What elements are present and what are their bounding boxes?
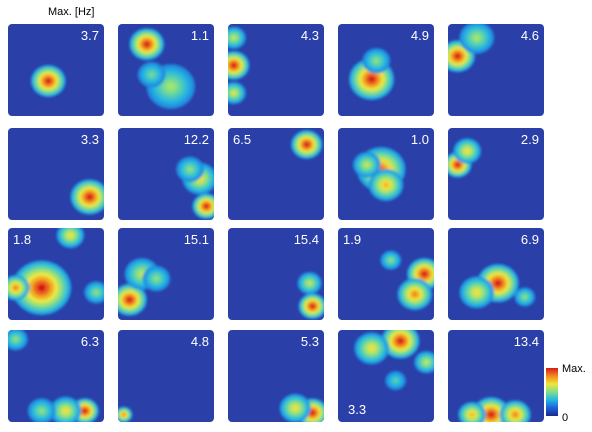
rate-map-10: 2.9 <box>448 128 544 220</box>
place-field-contour <box>127 297 132 303</box>
rate-map-13: 15.4 <box>228 228 324 320</box>
place-field-contour <box>474 290 480 295</box>
max-rate-label: 15.4 <box>294 232 319 247</box>
rate-map-6: 3.3 <box>8 128 104 220</box>
rate-map-17: 4.8 <box>118 330 214 422</box>
place-field-contour <box>39 409 44 413</box>
place-field-contour <box>232 36 236 40</box>
place-field-contour <box>68 233 73 238</box>
place-field-contour <box>188 167 192 172</box>
place-field-contour <box>383 182 389 188</box>
place-field-contour <box>304 142 309 147</box>
rate-map-14: 1.9 <box>338 228 434 320</box>
rate-map-19: 3.3 <box>338 330 434 422</box>
max-rate-label: 1.9 <box>343 232 361 247</box>
place-field-contour <box>523 295 527 299</box>
place-field-contour <box>374 58 379 63</box>
place-field-contour <box>232 91 236 95</box>
place-field-contour <box>394 379 398 382</box>
max-rate-label: 2.9 <box>521 132 539 147</box>
rate-map-background <box>118 330 214 422</box>
place-field-contour <box>144 41 150 47</box>
max-rate-label: 6.9 <box>521 232 539 247</box>
place-field-contour <box>310 410 315 415</box>
place-field-contour <box>470 412 474 417</box>
place-field-contour <box>82 409 87 413</box>
place-field-contour <box>231 63 236 68</box>
header-label: Max. [Hz] <box>48 6 94 18</box>
rate-map-5: 4.6 <box>448 24 544 116</box>
max-rate-label: 3.3 <box>81 132 99 147</box>
colorbar-max-label: Max. <box>562 363 586 375</box>
max-rate-label: 3.3 <box>348 402 366 417</box>
place-field-contour <box>63 408 68 414</box>
max-rate-label: 6.3 <box>81 334 99 349</box>
place-field-contour <box>474 35 480 41</box>
place-field-contour <box>149 72 154 77</box>
rate-map-1: 3.7 <box>8 24 104 116</box>
place-field-contour <box>412 291 418 297</box>
rate-map-4: 4.9 <box>338 24 434 116</box>
place-field-contour <box>292 406 298 411</box>
max-rate-label: 12.2 <box>184 132 209 147</box>
place-field-contour <box>13 337 18 341</box>
max-rate-label: 13.4 <box>514 334 539 349</box>
max-rate-label: 4.3 <box>301 28 319 43</box>
place-field-contour <box>154 276 159 281</box>
place-field-contour <box>122 413 125 416</box>
max-rate-label: 15.1 <box>184 232 209 247</box>
place-field-contour <box>369 346 375 351</box>
place-field-contour <box>310 304 315 309</box>
place-field-contour <box>465 149 470 153</box>
rate-map-15: 6.9 <box>448 228 544 320</box>
max-rate-label: 1.8 <box>13 232 31 247</box>
place-field-contour <box>307 281 312 285</box>
max-rate-label: 1.1 <box>191 28 209 43</box>
rate-maps-grid: 3.7 1.1 4.3 4.9 4.6 3.3 12.2 6.5 1.0 2.9 1.8 15.1 15… <box>8 24 544 422</box>
rate-map-16: 6.3 <box>8 330 104 422</box>
place-field-contour <box>455 162 460 167</box>
place-field-contour <box>424 360 429 364</box>
place-field-contour <box>86 194 93 200</box>
rate-map-9: 1.0 <box>338 128 434 220</box>
max-rate-label: 5.3 <box>301 334 319 349</box>
rate-map-12: 15.1 <box>118 228 214 320</box>
place-field-contour <box>397 338 404 344</box>
colorbar-min-label: 0 <box>562 412 568 424</box>
place-field-contour <box>488 412 494 418</box>
rate-map-8: 6.5 <box>228 128 324 220</box>
max-rate-label: 4.6 <box>521 28 539 43</box>
place-field-contour <box>512 412 518 417</box>
colorbar-scale <box>546 368 558 416</box>
place-field-contour <box>389 258 393 262</box>
max-rate-label: 4.8 <box>191 334 209 349</box>
max-rate-label: 1.0 <box>411 132 429 147</box>
place-field-contour <box>204 204 209 209</box>
place-field-contour <box>421 271 427 277</box>
colorbar: Max. 0 <box>546 363 586 424</box>
place-field-contour <box>455 53 461 59</box>
max-rate-label: 4.9 <box>411 28 429 43</box>
rate-map-2: 1.1 <box>118 24 214 116</box>
place-field-contour <box>364 162 369 167</box>
place-field-contour <box>13 285 18 290</box>
place-field-contour <box>494 280 501 286</box>
max-rate-label: 6.5 <box>233 132 251 147</box>
rate-map-20: 13.4 <box>448 330 544 422</box>
rate-map-7: 12.2 <box>118 128 214 220</box>
place-field-contour <box>37 283 46 292</box>
place-field-contour <box>45 78 51 84</box>
place-field-contour <box>167 83 175 90</box>
place-field-contour <box>368 76 375 83</box>
rate-map-18: 5.3 <box>228 330 324 422</box>
rate-map-3: 4.3 <box>228 24 324 116</box>
max-rate-label: 3.7 <box>81 28 99 43</box>
place-field-contour <box>94 290 99 294</box>
rate-map-11: 1.8 <box>8 228 104 320</box>
